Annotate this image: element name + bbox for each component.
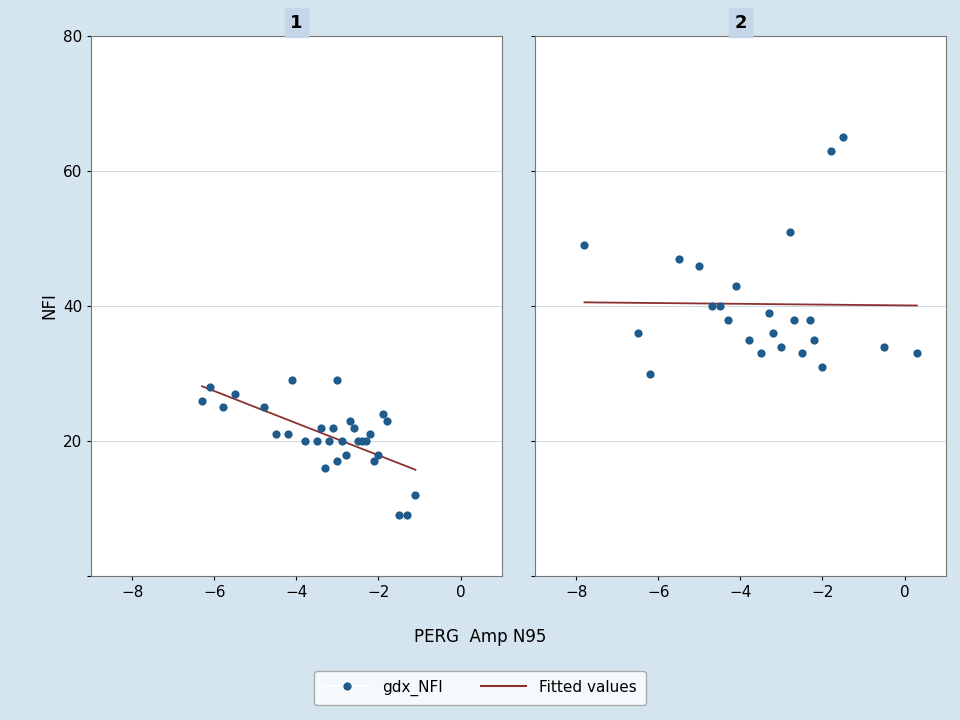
Point (309, 435, 324, 446)
Point (630, 327, 645, 339)
Point (284, 374, 300, 386)
Point (268, 428, 283, 440)
Point (794, 348, 809, 359)
Point (741, 334, 756, 346)
Point (909, 348, 924, 359)
Point (806, 334, 822, 346)
Point (297, 435, 312, 446)
Point (765, 327, 780, 339)
Point (835, 132, 851, 143)
Text: PERG  Amp N95: PERG Amp N95 (414, 628, 546, 647)
Point (379, 415, 395, 426)
Point (313, 422, 328, 433)
Point (782, 226, 798, 238)
Point (712, 300, 728, 312)
Point (720, 314, 735, 325)
Point (704, 300, 719, 312)
Point (577, 240, 592, 251)
Point (408, 490, 423, 501)
Title: 2: 2 (734, 14, 747, 32)
Point (786, 314, 802, 325)
Point (334, 435, 349, 446)
Point (318, 462, 333, 474)
Point (338, 449, 353, 460)
Point (330, 374, 346, 386)
Point (203, 382, 218, 393)
Point (774, 341, 789, 352)
Point (815, 361, 830, 372)
Point (729, 280, 744, 292)
Point (371, 449, 386, 460)
Legend: gdx_NFI, Fitted values: gdx_NFI, Fitted values (315, 670, 645, 705)
Point (876, 341, 892, 352)
Point (761, 307, 777, 318)
Point (358, 435, 373, 446)
Point (194, 395, 209, 406)
Point (342, 415, 357, 426)
Point (392, 510, 407, 521)
Point (354, 435, 370, 446)
Point (803, 314, 818, 325)
Point (322, 435, 337, 446)
Point (363, 428, 378, 440)
Point (256, 402, 272, 413)
Point (375, 408, 391, 420)
Point (367, 456, 382, 467)
Point (280, 428, 296, 440)
Point (671, 253, 686, 264)
Point (330, 456, 346, 467)
Point (692, 260, 708, 271)
Point (350, 435, 366, 446)
Point (215, 402, 230, 413)
Point (228, 388, 243, 400)
Y-axis label: NFI: NFI (40, 292, 59, 320)
Title: 1: 1 (290, 14, 302, 32)
Point (399, 510, 415, 521)
Point (754, 348, 769, 359)
Point (642, 368, 658, 379)
Point (347, 422, 362, 433)
Point (823, 145, 838, 156)
Point (325, 422, 341, 433)
